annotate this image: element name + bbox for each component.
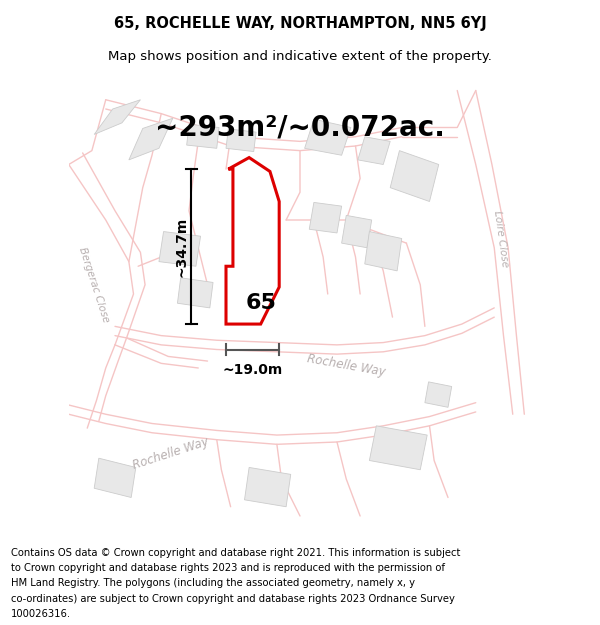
Text: to Crown copyright and database rights 2023 and is reproduced with the permissio: to Crown copyright and database rights 2… bbox=[11, 563, 445, 573]
Polygon shape bbox=[129, 118, 173, 160]
Polygon shape bbox=[309, 202, 341, 233]
Polygon shape bbox=[305, 119, 351, 155]
Text: Rochelle Way: Rochelle Way bbox=[131, 435, 210, 472]
Text: ~34.7m: ~34.7m bbox=[174, 216, 188, 277]
Text: Bergerac Close: Bergerac Close bbox=[77, 246, 111, 324]
Text: HM Land Registry. The polygons (including the associated geometry, namely x, y: HM Land Registry. The polygons (includin… bbox=[11, 579, 415, 589]
Text: Contains OS data © Crown copyright and database right 2021. This information is : Contains OS data © Crown copyright and d… bbox=[11, 548, 460, 558]
Polygon shape bbox=[341, 216, 371, 248]
Polygon shape bbox=[245, 468, 291, 507]
Text: Loire Close: Loire Close bbox=[492, 209, 510, 268]
Polygon shape bbox=[365, 231, 402, 271]
Text: 65: 65 bbox=[245, 293, 276, 313]
Text: ~19.0m: ~19.0m bbox=[223, 363, 283, 378]
Polygon shape bbox=[178, 278, 213, 308]
Polygon shape bbox=[226, 129, 256, 151]
Polygon shape bbox=[187, 124, 219, 148]
Polygon shape bbox=[94, 100, 140, 134]
Text: Map shows position and indicative extent of the property.: Map shows position and indicative extent… bbox=[108, 51, 492, 63]
Polygon shape bbox=[370, 426, 427, 470]
Polygon shape bbox=[226, 158, 279, 324]
Polygon shape bbox=[358, 137, 390, 164]
Polygon shape bbox=[159, 231, 200, 266]
Text: 65, ROCHELLE WAY, NORTHAMPTON, NN5 6YJ: 65, ROCHELLE WAY, NORTHAMPTON, NN5 6YJ bbox=[113, 16, 487, 31]
Text: Rochelle Way: Rochelle Way bbox=[306, 352, 386, 379]
Text: co-ordinates) are subject to Crown copyright and database rights 2023 Ordnance S: co-ordinates) are subject to Crown copyr… bbox=[11, 594, 455, 604]
Text: ~293m²/~0.072ac.: ~293m²/~0.072ac. bbox=[155, 114, 445, 141]
Polygon shape bbox=[390, 151, 439, 201]
Text: 100026316.: 100026316. bbox=[11, 609, 71, 619]
Polygon shape bbox=[425, 382, 452, 408]
Polygon shape bbox=[94, 458, 136, 498]
